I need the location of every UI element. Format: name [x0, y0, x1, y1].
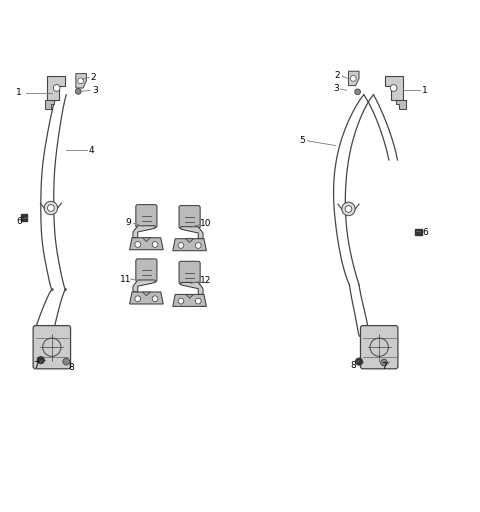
- Polygon shape: [130, 238, 163, 250]
- Bar: [415, 229, 421, 235]
- Text: 2: 2: [91, 73, 96, 82]
- Circle shape: [63, 358, 70, 365]
- Circle shape: [390, 84, 397, 91]
- Circle shape: [53, 84, 60, 91]
- FancyBboxPatch shape: [33, 326, 71, 369]
- Polygon shape: [173, 294, 206, 306]
- Circle shape: [355, 89, 360, 95]
- Polygon shape: [348, 71, 359, 86]
- Text: 5: 5: [300, 136, 305, 145]
- FancyBboxPatch shape: [179, 261, 200, 284]
- Text: 8: 8: [68, 363, 74, 372]
- Polygon shape: [133, 280, 155, 292]
- Circle shape: [37, 357, 44, 364]
- Text: 12: 12: [200, 276, 211, 286]
- Circle shape: [356, 358, 362, 365]
- Text: 6: 6: [16, 217, 22, 226]
- Circle shape: [342, 202, 355, 216]
- Text: 9: 9: [126, 218, 132, 227]
- FancyBboxPatch shape: [136, 205, 157, 228]
- Polygon shape: [385, 76, 403, 100]
- Circle shape: [178, 243, 184, 248]
- Circle shape: [135, 296, 141, 302]
- Text: 3: 3: [92, 86, 98, 95]
- Polygon shape: [47, 76, 65, 100]
- Circle shape: [195, 298, 201, 304]
- FancyBboxPatch shape: [179, 206, 200, 229]
- Bar: [21, 215, 27, 221]
- Circle shape: [345, 206, 352, 212]
- Circle shape: [178, 298, 184, 304]
- Text: 6: 6: [422, 228, 428, 238]
- Text: 10: 10: [200, 219, 211, 228]
- Text: 2: 2: [335, 72, 340, 80]
- Polygon shape: [173, 239, 206, 251]
- Polygon shape: [133, 226, 155, 238]
- Polygon shape: [396, 100, 406, 109]
- Polygon shape: [76, 74, 86, 88]
- Polygon shape: [186, 239, 193, 243]
- Polygon shape: [181, 227, 203, 239]
- Polygon shape: [143, 292, 150, 296]
- Polygon shape: [130, 292, 163, 304]
- Polygon shape: [186, 294, 193, 298]
- Polygon shape: [181, 283, 203, 294]
- Circle shape: [381, 359, 387, 366]
- Circle shape: [44, 201, 58, 215]
- FancyBboxPatch shape: [360, 326, 398, 369]
- Text: 7: 7: [33, 361, 39, 370]
- Text: 1: 1: [16, 88, 22, 97]
- Text: 3: 3: [333, 84, 339, 94]
- Circle shape: [195, 243, 201, 248]
- Circle shape: [350, 75, 356, 81]
- Circle shape: [152, 242, 158, 247]
- Circle shape: [152, 296, 158, 302]
- Circle shape: [48, 205, 54, 211]
- Text: 11: 11: [120, 274, 132, 284]
- Text: 4: 4: [88, 146, 94, 155]
- Circle shape: [78, 78, 84, 83]
- Polygon shape: [45, 100, 54, 109]
- Polygon shape: [143, 238, 150, 242]
- Text: 1: 1: [422, 86, 428, 95]
- Circle shape: [75, 89, 81, 94]
- Text: 7: 7: [381, 362, 387, 371]
- FancyBboxPatch shape: [136, 259, 157, 282]
- Text: 8: 8: [350, 361, 356, 370]
- Circle shape: [135, 242, 141, 247]
